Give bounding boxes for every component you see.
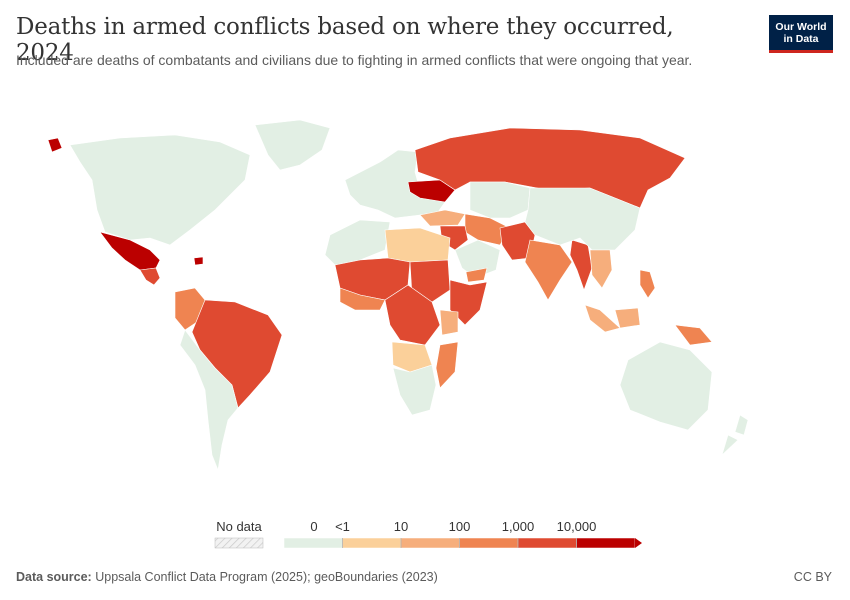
legend-svg: No data 0 <1 10 100 1,000 10,000: [214, 519, 642, 549]
region-europe[interactable]: [344, 149, 446, 219]
world-map-svg[interactable]: [0, 110, 850, 520]
region-brazil[interactable]: [191, 299, 283, 409]
region-arabian-peninsula[interactable]: [454, 239, 501, 279]
legend-label-5: 10,000: [557, 519, 597, 534]
region-southeast-asia[interactable]: [589, 249, 613, 289]
legend-label-3: 100: [449, 519, 471, 534]
chart-title: Deaths in armed conflicts based on where…: [16, 14, 674, 66]
legend-arrow-icon: [635, 538, 642, 548]
legend-swatch-1[interactable]: [342, 537, 402, 549]
region-greenland[interactable]: [254, 119, 331, 171]
region-papua[interactable]: [674, 324, 713, 346]
region-libya-egypt[interactable]: [384, 227, 451, 263]
source-text[interactable]: Uppsala Conflict Data Program (2025); ge…: [95, 570, 438, 584]
region-yemen[interactable]: [465, 267, 488, 283]
logo-line-1: Our World: [775, 21, 827, 33]
region-central-asia[interactable]: [469, 181, 531, 219]
region-alaska-tip[interactable]: [47, 137, 63, 153]
region-south-america-rest[interactable]: [179, 329, 239, 472]
region-central-america[interactable]: [139, 267, 161, 286]
legend-swatch-3[interactable]: [459, 537, 519, 549]
legend-label-2: 10: [394, 519, 408, 534]
legend-swatch-5[interactable]: [576, 537, 636, 549]
world-map[interactable]: [0, 110, 850, 520]
region-myanmar[interactable]: [569, 239, 593, 291]
data-source: Data source: Uppsala Conflict Data Progr…: [16, 570, 438, 584]
region-central-africa[interactable]: [384, 284, 441, 346]
region-haiti[interactable]: [193, 256, 204, 266]
region-north-america[interactable]: [69, 134, 251, 246]
legend-label-0: 0: [310, 519, 317, 534]
source-label: Data source:: [16, 570, 92, 584]
region-india[interactable]: [524, 239, 573, 301]
region-indonesia[interactable]: [584, 304, 641, 333]
legend-no-data-label: No data: [216, 519, 262, 534]
chart-subtitle: Included are deaths of combatants and ci…: [16, 52, 693, 68]
region-philippines[interactable]: [639, 269, 656, 299]
region-kenya[interactable]: [439, 309, 459, 336]
region-southern-africa[interactable]: [392, 364, 437, 416]
region-mozambique[interactable]: [435, 341, 459, 389]
license[interactable]: CC BY: [793, 570, 832, 584]
legend-swatch-4[interactable]: [517, 537, 577, 549]
legend-no-data-swatch[interactable]: [214, 537, 264, 549]
region-ethiopia-somalia[interactable]: [449, 279, 488, 326]
logo-line-2: in Data: [783, 33, 819, 45]
region-north-africa[interactable]: [324, 219, 391, 266]
legend-label-4: 1,000: [502, 519, 535, 534]
region-turkey[interactable]: [419, 209, 466, 227]
legend-bins: 0 <1 10 100 1,000 10,000: [283, 519, 642, 549]
color-legend[interactable]: No data 0 <1 10 100 1,000 10,000: [0, 515, 850, 555]
owid-logo[interactable]: Our World in Data: [769, 15, 833, 53]
legend-swatch-0[interactable]: [283, 537, 343, 549]
legend-label-1: <1: [335, 519, 350, 534]
legend-swatch-2[interactable]: [400, 537, 460, 549]
region-australia[interactable]: [619, 341, 713, 431]
region-west-africa[interactable]: [339, 287, 386, 311]
region-new-zealand[interactable]: [721, 414, 749, 456]
